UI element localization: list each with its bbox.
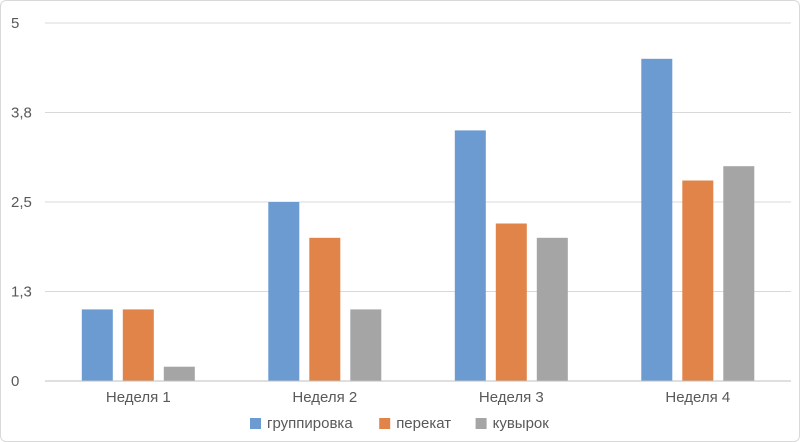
- y-tick-label: 5: [11, 15, 19, 32]
- gridlines: [45, 22, 791, 292]
- bar: [682, 180, 714, 381]
- legend-swatch: [250, 418, 261, 429]
- x-tick-label: Неделя 2: [292, 389, 357, 406]
- bar: [81, 309, 113, 381]
- bar: [163, 366, 195, 381]
- legend-label: группировка: [267, 415, 353, 432]
- bar: [641, 58, 673, 382]
- bar: [350, 309, 382, 381]
- x-tick-label: Неделя 1: [106, 389, 171, 406]
- bars: [81, 58, 755, 382]
- bar: [495, 223, 527, 381]
- legend-swatch: [475, 418, 487, 429]
- bar: [309, 237, 341, 381]
- legend: группировка перекат кувырок: [250, 415, 549, 432]
- legend-label: перекат: [396, 415, 451, 432]
- y-axis-ticks: 0 1,3 2,5 3,8 5: [11, 15, 32, 390]
- x-tick-label: Неделя 3: [479, 389, 544, 406]
- x-tick-label: Неделя 4: [665, 389, 730, 406]
- bar: [536, 237, 568, 381]
- x-axis-ticks: Неделя 1 Неделя 2 Неделя 3 Неделя 4: [106, 389, 730, 406]
- y-tick-label: 0: [11, 373, 19, 390]
- y-tick-label: 2,5: [11, 194, 32, 211]
- y-tick-label: 3,8: [11, 105, 32, 122]
- y-tick-label: 1,3: [11, 284, 32, 301]
- legend-swatch: [379, 418, 391, 429]
- bar: [268, 202, 300, 381]
- legend-label: кувырок: [493, 415, 550, 432]
- bar: [454, 130, 486, 381]
- bar: [723, 166, 755, 381]
- bar: [122, 309, 154, 381]
